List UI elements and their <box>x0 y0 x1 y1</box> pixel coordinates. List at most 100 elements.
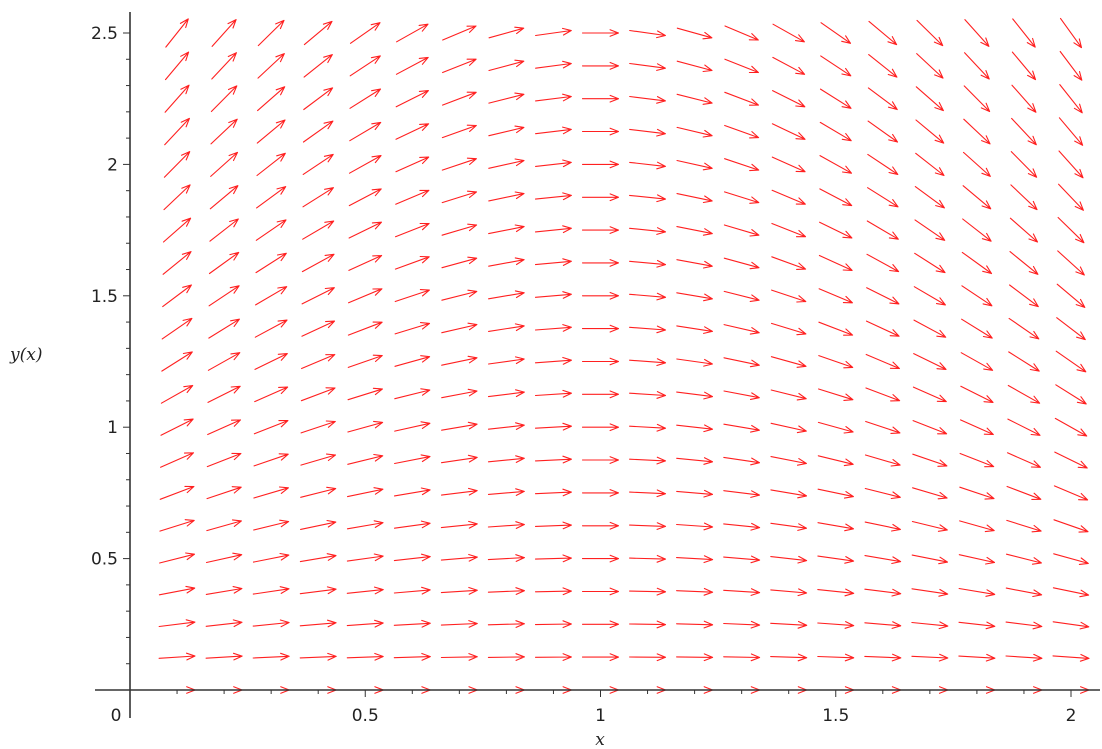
field-arrow <box>629 194 667 203</box>
field-arrow <box>303 20 333 46</box>
field-arrow <box>301 320 336 337</box>
field-arrow <box>864 588 902 597</box>
field-arrow <box>724 91 760 106</box>
field-arrow <box>676 489 714 498</box>
field-arrow <box>770 588 808 597</box>
field-arrow <box>724 124 760 139</box>
field-arrow <box>253 420 289 435</box>
field-arrow <box>771 222 807 238</box>
field-arrow <box>865 353 900 370</box>
field-arrow <box>959 452 995 468</box>
field-arrow <box>393 652 431 661</box>
field-arrow <box>394 421 431 432</box>
field-arrow <box>393 520 431 529</box>
field-arrow <box>158 652 196 661</box>
field-arrow <box>346 586 384 595</box>
field-arrow <box>867 187 899 208</box>
field-arrow <box>488 92 525 104</box>
field-arrow <box>534 488 572 497</box>
field-arrow <box>912 420 948 435</box>
field-arrow <box>534 620 572 629</box>
field-arrow <box>911 588 949 597</box>
field-arrow <box>164 117 190 146</box>
field-arrow <box>770 522 808 531</box>
field-arrow <box>961 285 993 307</box>
field-arrow <box>535 126 572 135</box>
field-arrow <box>252 552 290 563</box>
field-arrow <box>676 60 713 73</box>
field-arrow <box>676 653 714 662</box>
field-arrow <box>300 420 336 434</box>
field-arrow <box>534 356 572 365</box>
field-arrow <box>1057 216 1085 244</box>
field-arrow <box>441 355 478 366</box>
field-arrow <box>723 522 761 531</box>
field-arrow <box>1005 621 1043 630</box>
field-arrow <box>488 290 525 300</box>
field-arrow <box>915 119 945 144</box>
field-arrow <box>256 119 286 144</box>
field-arrow <box>1053 485 1089 501</box>
y-axis-title: y(x) <box>9 345 42 365</box>
field-arrow <box>866 253 900 273</box>
field-arrow <box>535 27 572 37</box>
field-arrow <box>676 587 714 596</box>
field-arrow <box>487 521 525 529</box>
field-arrow <box>819 121 852 142</box>
field-arrow <box>676 620 714 629</box>
field-arrow <box>961 318 993 339</box>
y-tick-label: 2.5 <box>91 24 118 44</box>
field-arrow <box>724 158 760 172</box>
field-arrow <box>487 620 525 628</box>
field-arrow <box>394 289 430 303</box>
field-arrow <box>581 291 620 300</box>
field-arrow <box>958 554 996 565</box>
field-arrow <box>581 390 620 399</box>
axes <box>95 12 1100 718</box>
field-arrow <box>205 619 243 628</box>
field-arrow <box>771 156 806 173</box>
field-arrow <box>676 292 713 302</box>
field-arrow <box>209 185 239 210</box>
field-arrow <box>723 191 760 204</box>
field-arrow <box>1007 384 1041 404</box>
field-arrow <box>348 221 382 239</box>
field-arrow <box>723 456 761 466</box>
field-arrow <box>770 356 807 368</box>
x-tick-label: 2 <box>1066 706 1077 726</box>
field-arrow <box>817 421 854 434</box>
field-arrow <box>629 489 667 498</box>
field-arrow <box>252 619 290 628</box>
field-arrow <box>205 552 243 564</box>
field-arrow <box>161 317 193 340</box>
field-arrow <box>770 489 808 499</box>
field-arrow <box>629 391 667 399</box>
field-arrow <box>158 585 196 596</box>
field-arrow <box>440 553 478 562</box>
field-arrow <box>817 555 855 564</box>
field-arrow <box>1058 183 1084 211</box>
field-arrow <box>581 226 620 234</box>
field-arrow <box>487 587 525 595</box>
field-arrow <box>210 85 238 113</box>
field-arrow <box>1005 587 1043 598</box>
field-arrow <box>488 191 525 202</box>
field-arrow <box>959 486 995 500</box>
field-arrow <box>347 487 384 498</box>
field-arrow <box>629 292 667 301</box>
field-arrow <box>161 351 193 372</box>
field-arrow <box>866 220 899 240</box>
field-arrow <box>819 221 853 239</box>
field-arrow <box>253 486 289 499</box>
field-arrow <box>864 621 902 629</box>
field-arrow <box>958 621 996 630</box>
field-arrow <box>393 553 431 562</box>
field-arrow <box>348 188 382 207</box>
field-arrow <box>162 251 192 275</box>
field-arrow <box>488 125 525 137</box>
field-arrow <box>253 519 290 531</box>
field-arrow <box>629 95 666 104</box>
field-arrow <box>723 653 761 662</box>
field-arrow <box>581 587 620 596</box>
field-arrow <box>820 22 852 44</box>
